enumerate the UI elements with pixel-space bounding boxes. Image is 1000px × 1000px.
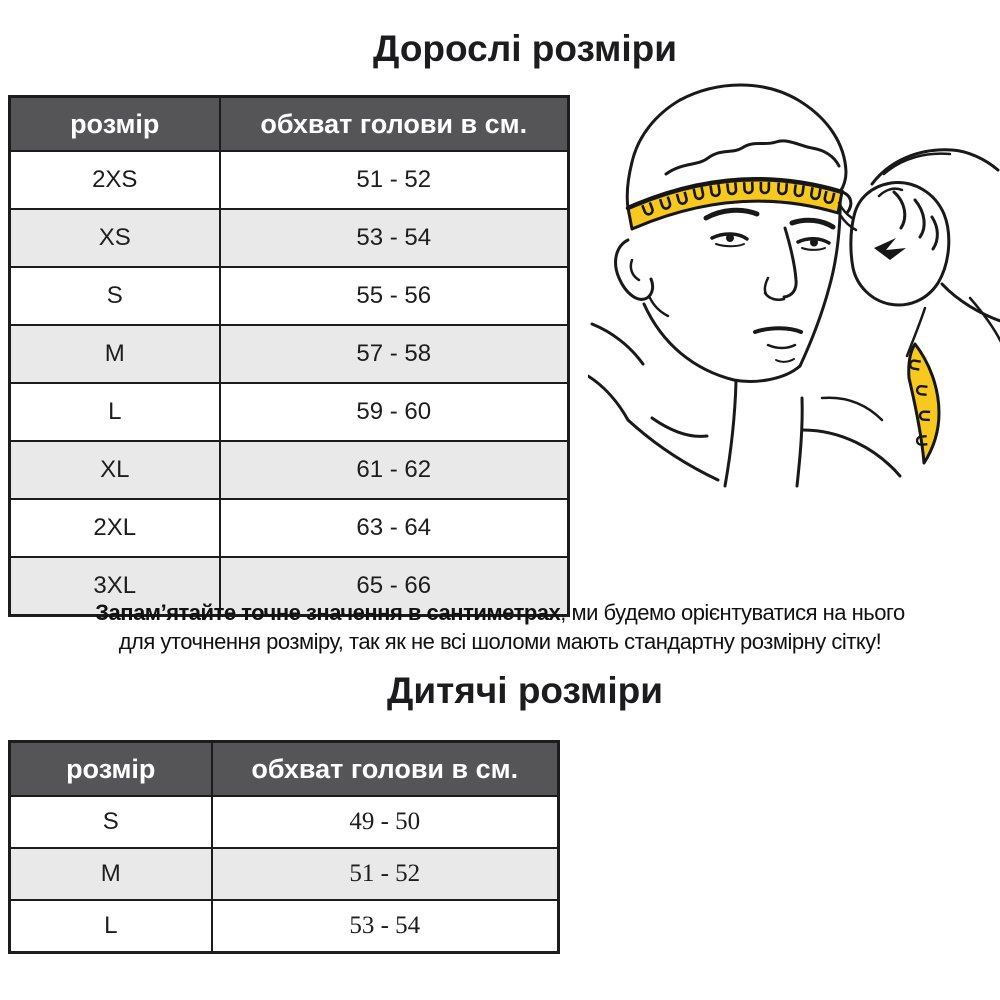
adult-sizes-table: розмір обхват голови в см. 2XS 51 - 52 XS… <box>8 95 570 617</box>
table-row: M 51 - 52 <box>8 847 560 901</box>
size-cell: XS <box>8 208 221 268</box>
note-line2-text: для уточнення розміру, так як не всі шол… <box>118 629 882 654</box>
kids-sizes-table: розмір обхват голови в см. S 49 - 50 M 51 … <box>8 740 560 954</box>
range-cell: 55 - 56 <box>218 266 570 326</box>
size-cell: 3XL <box>8 556 221 617</box>
range-cell: 61 - 62 <box>218 440 570 500</box>
table-row: 3XL 65 - 66 <box>8 556 570 617</box>
note-regular-text: , ми будемо орієнтуватися на нього <box>560 600 905 625</box>
head-circumference-column-header: обхват голови в см. <box>218 95 570 152</box>
table-row: M 57 - 58 <box>8 324 570 384</box>
size-cell: M <box>8 847 213 901</box>
size-cell: L <box>8 382 221 442</box>
table-header-row: розмір обхват голови в см. <box>8 95 570 152</box>
measuring-tape-end <box>907 342 941 465</box>
range-cell: 57 - 58 <box>218 324 570 384</box>
head-measurement-illustration <box>588 83 1000 488</box>
table-row: S 55 - 56 <box>8 266 570 326</box>
head-line-art <box>588 83 1000 488</box>
table-row: L 53 - 54 <box>8 899 560 954</box>
table-row: 2XS 51 - 52 <box>8 150 570 210</box>
size-column-header: розмір <box>8 740 213 797</box>
table-row: 2XL 63 - 64 <box>8 498 570 558</box>
measuring-tape-band <box>625 176 853 231</box>
head-circumference-column-header: обхват голови в см. <box>210 740 560 797</box>
size-cell: XL <box>8 440 221 500</box>
table-header-row: розмір обхват голови в см. <box>8 740 560 797</box>
note-bold-text: Запам’ятайте точне значення в сантиметра… <box>95 600 561 625</box>
size-column-header: розмір <box>8 95 221 152</box>
size-cell: M <box>8 324 221 384</box>
range-cell: 51 - 52 <box>210 847 560 901</box>
size-cell: L <box>8 899 213 954</box>
range-cell: 51 - 52 <box>218 150 570 210</box>
size-note-text: Запам’ятайте точне значення в сантиметра… <box>0 598 1000 656</box>
adult-sizes-title: Дорослі розміри <box>373 28 677 69</box>
range-cell: 49 - 50 <box>210 795 560 849</box>
range-cell: 53 - 54 <box>210 899 560 954</box>
size-cell: 2XS <box>8 150 221 210</box>
table-row: S 49 - 50 <box>8 795 560 849</box>
range-cell: 65 - 66 <box>218 556 570 617</box>
face-features <box>703 207 836 363</box>
size-cell: S <box>8 795 213 849</box>
hand-holding-tape <box>837 181 951 307</box>
size-cell: S <box>8 266 221 326</box>
tape-tick-marks <box>641 181 836 216</box>
table-row: XL 61 - 62 <box>8 440 570 500</box>
range-cell: 59 - 60 <box>218 382 570 442</box>
range-cell: 63 - 64 <box>218 498 570 558</box>
table-row: L 59 - 60 <box>8 382 570 442</box>
table-row: XS 53 - 54 <box>8 208 570 268</box>
kids-sizes-title: Дитячі розміри <box>386 670 664 711</box>
range-cell: 53 - 54 <box>218 208 570 268</box>
size-cell: 2XL <box>8 498 221 558</box>
